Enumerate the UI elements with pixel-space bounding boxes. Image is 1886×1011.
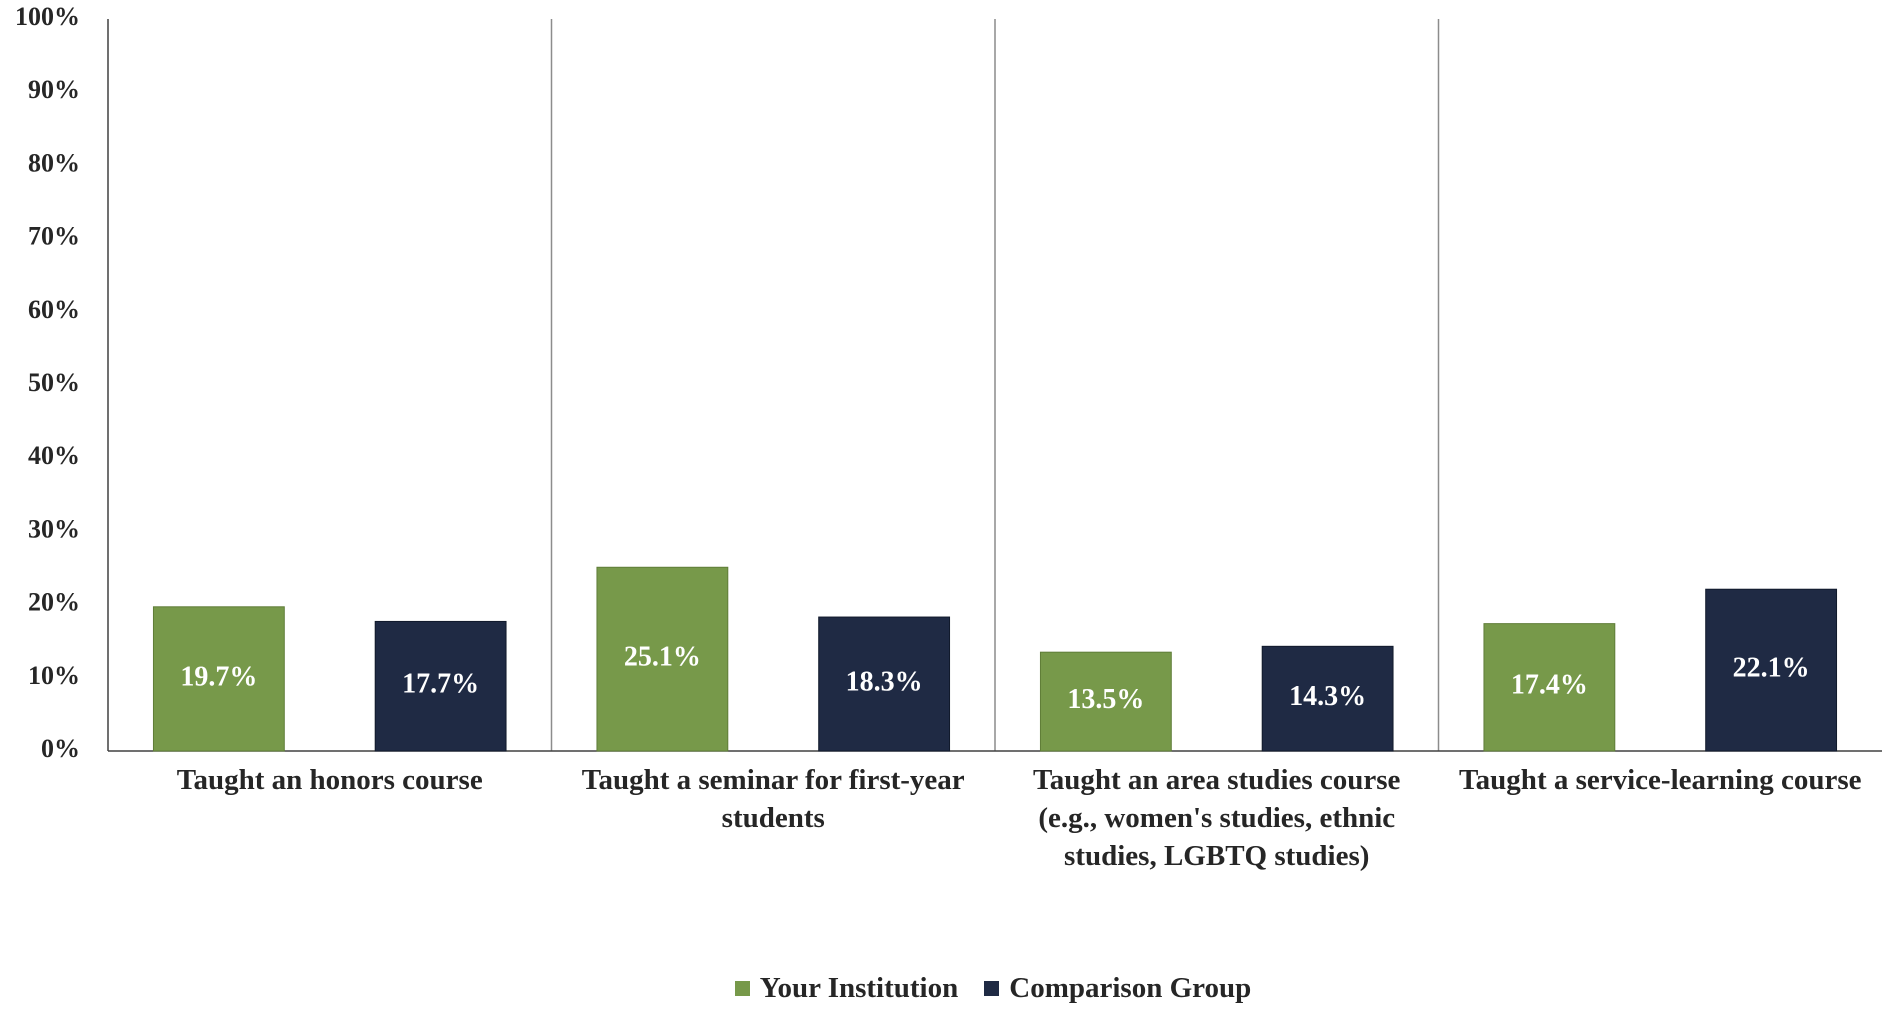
data-label: 18.3% [846,666,923,697]
bar [1261,645,1394,752]
y-tick-label: 100% [15,2,80,31]
bar [1039,651,1172,752]
data-label: 17.7% [402,669,479,700]
y-tick-label: 90% [28,75,80,104]
bar [152,606,285,752]
y-tick-label: 60% [28,295,80,324]
x-tick-label: Taught an area studies course (e.g., wom… [1033,764,1401,872]
data-label: 14.3% [1289,681,1366,712]
y-tick-label: 40% [28,441,80,470]
y-tick-label: 0% [41,734,80,763]
data-label: 17.4% [1511,670,1588,701]
legend-label: Comparison Group [1009,972,1252,1004]
legend: Your Institution Comparison Group [0,972,1886,1005]
y-tick-label: 20% [28,588,80,617]
data-label: 13.5% [1067,684,1144,715]
y-tick-label: 80% [28,148,80,177]
bar [818,616,951,752]
bar [1705,588,1838,752]
legend-item: Your Institution [734,972,959,1005]
legend-label: Your Institution [759,972,959,1004]
y-tick-label: 30% [28,514,80,543]
data-label: 19.7% [180,661,257,692]
data-label: 22.1% [1733,653,1810,684]
x-tick-label: Taught a seminar for first-year students [581,764,965,834]
legend-item: Comparison Group [984,972,1251,1005]
x-tick-label: Taught a service-learning course [1459,764,1862,796]
legend-swatch [734,981,750,996]
y-tick-label: 70% [28,222,80,251]
bar [1483,623,1616,752]
x-tick-label: Taught an honors course [176,764,483,796]
data-label: 25.1% [624,642,701,673]
y-tick-label: 50% [28,368,80,397]
legend-swatch [984,981,1000,996]
bar [374,620,507,752]
y-tick-label: 10% [28,661,80,690]
bar [596,566,729,752]
